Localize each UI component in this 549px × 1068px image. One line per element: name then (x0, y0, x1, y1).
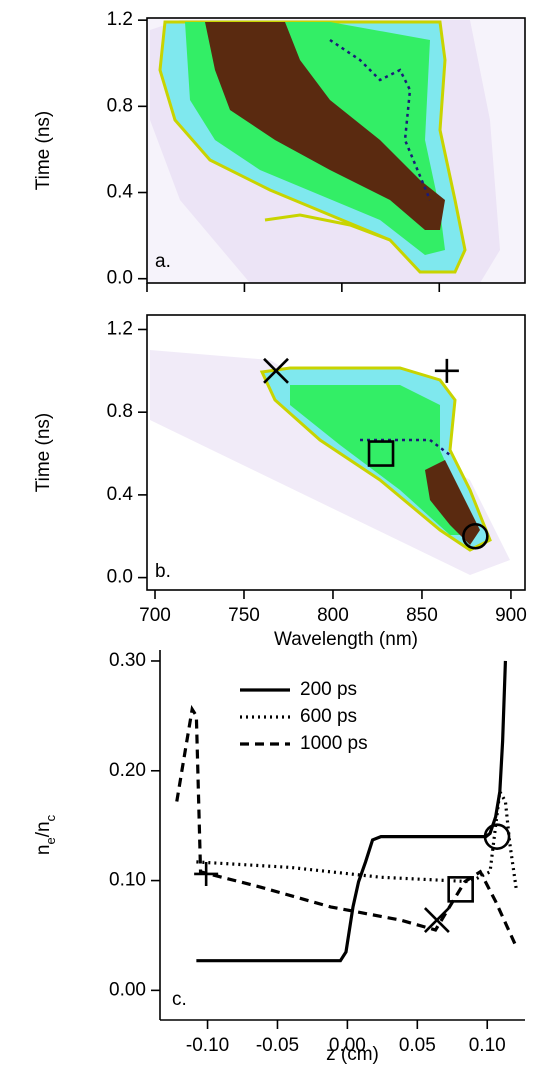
marker-circle (462, 522, 489, 550)
marker-plus (434, 358, 459, 383)
marker-x (423, 907, 450, 934)
x-tick-label: 0.00 (329, 1035, 366, 1056)
marker-plus (194, 861, 219, 886)
y-tick-label: 0.10 (109, 870, 146, 891)
marker-square (447, 876, 474, 903)
legend-label: 200 ps (300, 679, 357, 700)
x-tick-label: 750 (228, 605, 260, 626)
y-tick-label: 1.2 (107, 318, 133, 339)
x-tick-label: 850 (406, 605, 438, 626)
y-tick-label: 0.8 (107, 95, 133, 116)
y-tick-label: 0.0 (107, 567, 133, 588)
y-axis-label: Time (ns) (33, 413, 54, 493)
legend-label: 600 ps (300, 706, 357, 727)
y-tick-label: 0.8 (107, 401, 133, 422)
x-axis-label: z (cm) (326, 1044, 379, 1065)
y-axis-label: ne/nc (33, 814, 58, 855)
y-axis-label-part: e (43, 837, 58, 844)
y-tick-label: 1.2 (107, 9, 133, 30)
y-tick-label: 0.30 (109, 650, 146, 671)
panel-label: a. (155, 251, 171, 272)
series-line (175, 704, 519, 949)
legend-label: 1000 ps (300, 733, 368, 754)
plot-frame (146, 17, 526, 284)
marker-circle (483, 823, 511, 850)
y-tick-label: 0.4 (107, 182, 134, 203)
marker-x (263, 357, 289, 384)
y-tick-label: 0.00 (109, 979, 146, 1000)
y-axis-label-part: n (33, 845, 54, 856)
marker-square (367, 440, 395, 467)
x-tick-label: -0.10 (186, 1035, 229, 1056)
y-tick-label: 0.0 (107, 268, 133, 289)
y-axis-label-part: /n (33, 821, 54, 837)
panel-label: b. (155, 561, 171, 582)
x-tick-label: 700 (139, 605, 171, 626)
x-axis-label: Wavelength (nm) (274, 629, 418, 650)
x-tick-label: -0.05 (256, 1035, 299, 1056)
x-tick-label: 0.10 (469, 1035, 506, 1056)
x-tick-label: 900 (495, 605, 527, 626)
y-tick-label: 0.20 (109, 760, 146, 781)
y-axis-label-part: c (43, 814, 58, 821)
panel-label: c. (172, 989, 187, 1010)
x-tick-label: 0.05 (399, 1035, 436, 1056)
x-tick-label: 800 (317, 605, 349, 626)
y-tick-label: 0.4 (107, 484, 134, 505)
heatmap-a (147, 18, 525, 283)
plot-frame (146, 314, 526, 591)
heatmap-b (147, 315, 525, 590)
y-axis-label: Time (ns) (33, 111, 54, 191)
